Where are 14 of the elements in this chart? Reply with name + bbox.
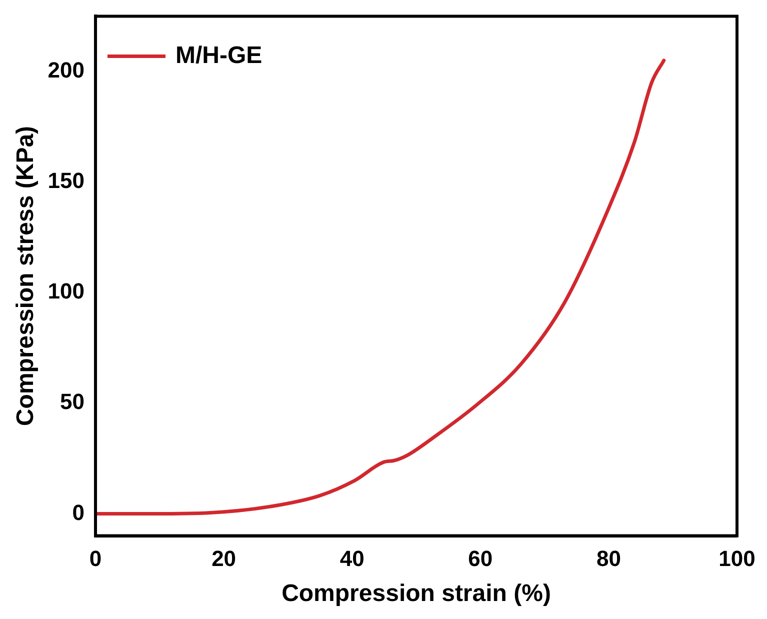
x-axis-title: Compression strain (%): [282, 580, 551, 608]
legend-label: M/H-GE: [176, 42, 262, 69]
y-tick-label: 200: [48, 58, 85, 83]
x-tick-label: 40: [340, 546, 364, 572]
y-axis-title: Compression stress (KPa): [12, 126, 40, 426]
y-tick-label: 50: [60, 389, 85, 414]
y-tick-label: 100: [48, 278, 85, 304]
x-tick-label: 0: [89, 546, 102, 572]
y-tick-label: 0: [72, 500, 85, 525]
x-tick-label: 100: [718, 546, 756, 572]
x-tick-label: 80: [596, 546, 621, 572]
x-tick-label: 60: [468, 546, 493, 572]
x-tick-label: 20: [212, 546, 236, 572]
y-tick-label: 150: [48, 168, 85, 194]
